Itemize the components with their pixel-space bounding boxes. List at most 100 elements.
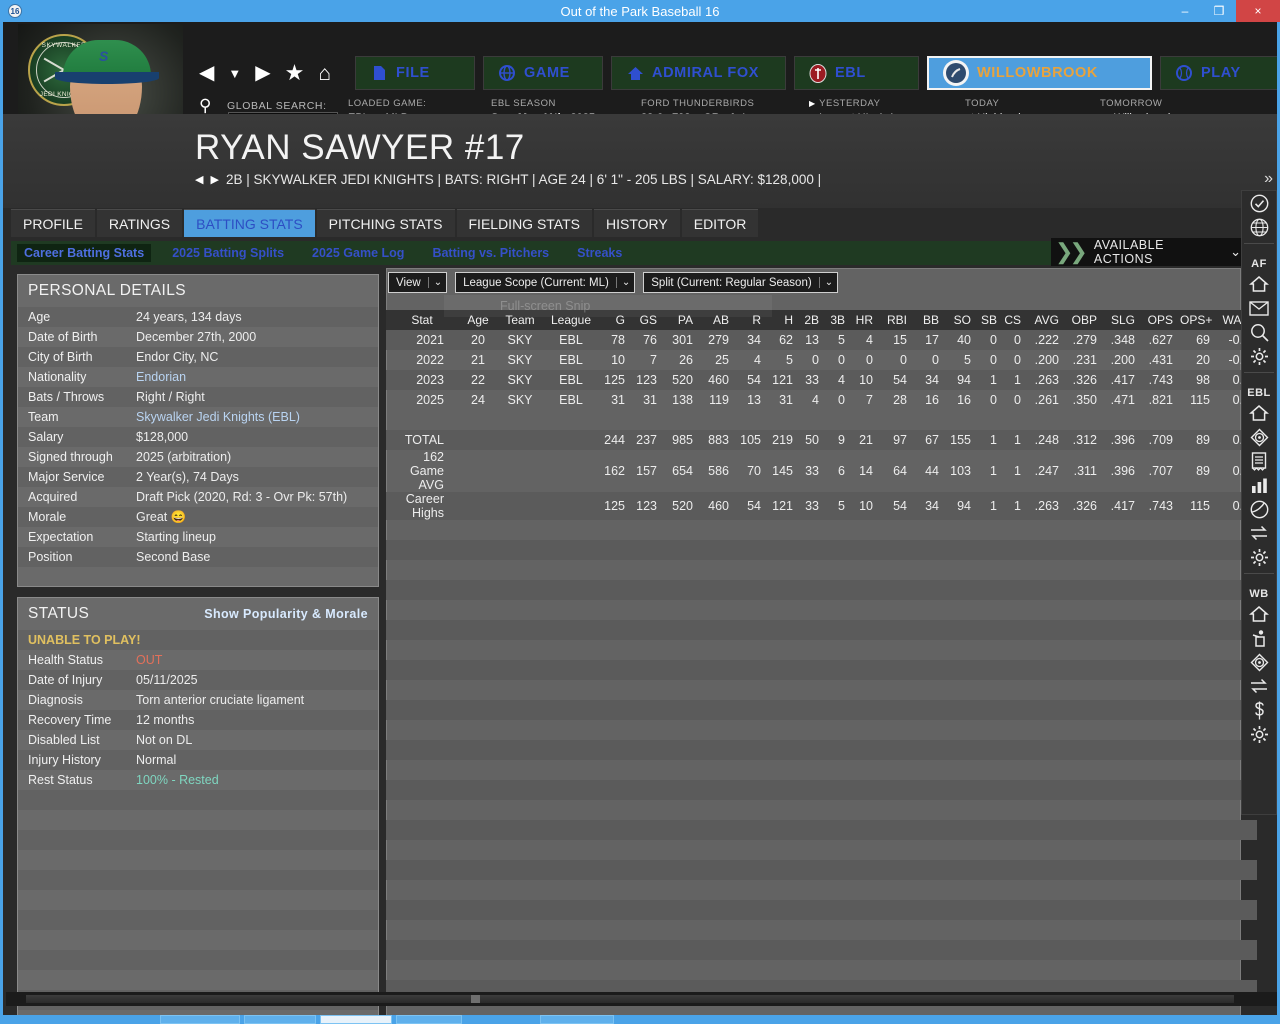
filler-row <box>18 870 378 890</box>
col-league[interactable]: League <box>542 310 600 330</box>
col-so[interactable]: SO <box>946 310 978 330</box>
transactions-icon[interactable] <box>1242 521 1276 545</box>
close-button[interactable]: × <box>1236 0 1280 22</box>
col-cs[interactable]: CS <box>1004 310 1028 330</box>
col-ops[interactable]: OPS <box>1142 310 1180 330</box>
detail-row-team[interactable]: Team Skywalker Jedi Knights (EBL) <box>18 407 378 427</box>
tab-fielding-stats[interactable]: FIELDING STATS <box>456 209 592 237</box>
menu-button-play[interactable]: PLAY <box>1160 56 1277 90</box>
maximize-button[interactable]: ❒ <box>1213 4 1225 18</box>
empty-cell <box>386 700 1257 720</box>
menu-button-willowbrook[interactable]: WILLOWBROOK <box>927 56 1152 90</box>
tab-editor[interactable]: EDITOR <box>681 209 759 237</box>
taskbar-button-active[interactable] <box>320 1015 392 1024</box>
col-team[interactable]: Team <box>498 310 542 330</box>
taskbar-button[interactable] <box>160 1015 240 1024</box>
tab-batting-stats[interactable]: BATTING STATS <box>184 209 315 237</box>
detail-value-link[interactable]: Skywalker Jedi Knights (EBL) <box>136 410 300 424</box>
next-player-arrow-icon[interactable]: ▶ <box>210 174 219 186</box>
detail-value-link[interactable]: Endorian <box>136 370 187 384</box>
col-slg[interactable]: SLG <box>1104 310 1142 330</box>
col-rbi[interactable]: RBI <box>880 310 914 330</box>
col-bb[interactable]: BB <box>914 310 946 330</box>
col-r[interactable]: R <box>736 310 768 330</box>
tab-profile[interactable]: PROFILE <box>11 209 95 237</box>
col-hr[interactable]: HR <box>852 310 880 330</box>
cell-value: 125 <box>600 370 632 390</box>
col-obp[interactable]: OBP <box>1066 310 1104 330</box>
taskbar-button[interactable] <box>396 1015 462 1024</box>
col-sb[interactable]: SB <box>978 310 1004 330</box>
gear-icon[interactable] <box>1242 344 1276 368</box>
collapse-rail-chevron-icon[interactable]: » <box>1264 170 1273 187</box>
menu-button-admiral-fox[interactable]: ADMIRAL FOX <box>611 56 786 90</box>
table-row[interactable]: 2022 21 SKY EBL 10 7 26 25 4 5 0 0 0 0 0 5 0 0 .200 .231 .20… <box>386 350 1257 370</box>
col-avg[interactable]: AVG <box>1028 310 1066 330</box>
forward-arrow-icon[interactable]: ▶ <box>255 62 271 84</box>
tab-ratings[interactable]: RATINGS <box>96 209 183 237</box>
gear-icon[interactable] <box>1242 722 1276 746</box>
dollar-icon[interactable] <box>1242 698 1276 722</box>
batter-icon[interactable] <box>1242 626 1276 650</box>
subtab-batting-vs-pitchers[interactable]: Batting vs. Pitchers <box>425 244 556 262</box>
col-ops-plus[interactable]: OPS+ <box>1180 310 1217 330</box>
detail-key: Nationality <box>28 370 87 384</box>
bar-chart-icon[interactable] <box>1242 473 1276 497</box>
menu-button-ebl[interactable]: EBL <box>794 56 919 90</box>
table-row-career-highs[interactable]: Career Highs 125 123 520 460 54 121 33 5 10 54 34 94… <box>386 492 1257 520</box>
subtab-streaks[interactable]: Streaks <box>570 244 629 262</box>
show-popularity-morale-link[interactable]: Show Popularity & Morale <box>204 607 368 621</box>
col-gs[interactable]: GS <box>632 310 664 330</box>
col-pa[interactable]: PA <box>664 310 700 330</box>
minimize-button[interactable]: – <box>1181 4 1189 18</box>
globe-icon[interactable] <box>1242 215 1276 239</box>
home-icon[interactable]: ⌂ <box>318 61 332 85</box>
table-row-total[interactable]: TOTAL 244 237 985 883 105 219 50 9 21 97 67 155 1 1.24… <box>386 430 1257 450</box>
table-row[interactable]: 2023 22 SKY EBL 125 123 520 460 54 121 33 4 10 54 34 94… <box>386 370 1257 390</box>
tab-editor-label: EDITOR <box>693 215 747 232</box>
subtab-batting-splits[interactable]: 2025 Batting Splits <box>165 244 291 262</box>
cell-value: .261 <box>1034 393 1059 407</box>
dropdown-arrow-icon[interactable]: ▼ <box>228 65 242 81</box>
check-circle-icon[interactable] <box>1242 191 1276 215</box>
transactions-icon[interactable] <box>1242 674 1276 698</box>
subtab-career-batting-stats[interactable]: Career Batting Stats <box>17 244 152 262</box>
menu-button-file[interactable]: FILE <box>355 56 475 90</box>
subtab-game-log[interactable]: 2025 Game Log <box>305 244 411 262</box>
league-scope-dropdown[interactable]: League Scope (Current: ML) ⌄ <box>455 272 636 293</box>
home-icon[interactable] <box>1242 602 1276 626</box>
table-row-162-game-avg[interactable]: 162 Game AVG 162 157 654 586 70 145 33 6 14 64 44 10… <box>386 450 1257 492</box>
cell-label: 2022 <box>416 353 444 367</box>
taskbar-button[interactable] <box>244 1015 316 1024</box>
star-icon[interactable]: ★ <box>284 60 305 85</box>
home-icon[interactable] <box>1242 401 1276 425</box>
target-icon[interactable] <box>1242 650 1276 674</box>
target-icon[interactable] <box>1242 425 1276 449</box>
table-row[interactable]: 2021 20 SKY EBL 78 76 301 279 34 62 13 5 4 15 17 40 0 0.2… <box>386 330 1257 350</box>
search-icon[interactable] <box>1242 320 1276 344</box>
col-h[interactable]: H <box>768 310 800 330</box>
cell-value: 1 <box>1014 464 1021 478</box>
col-2b[interactable]: 2B <box>800 310 826 330</box>
col-3b[interactable]: 3B <box>826 310 852 330</box>
gear-icon[interactable] <box>1242 545 1276 569</box>
tab-pitching-stats[interactable]: PITCHING STATS <box>316 209 455 237</box>
tab-history[interactable]: HISTORY <box>594 209 680 237</box>
table-row[interactable]: 2025 24 SKY EBL 31 31 138 119 13 31 4 0 7 28 16 16 0 0 .26… <box>386 390 1257 410</box>
col-g[interactable]: G <box>600 310 632 330</box>
col-age[interactable]: Age <box>458 310 498 330</box>
taskbar-button[interactable] <box>540 1015 614 1024</box>
list-icon[interactable] <box>1242 449 1276 473</box>
prev-player-arrow-icon[interactable]: ◀ <box>195 174 204 186</box>
home-icon[interactable] <box>1242 272 1276 296</box>
menu-button-game[interactable]: GAME <box>483 56 603 90</box>
available-actions-button[interactable]: ❯❯ AVAILABLE ACTIONS ⌄ <box>1051 238 1241 266</box>
col-ab[interactable]: AB <box>700 310 736 330</box>
detail-row-nationality[interactable]: Nationality Endorian <box>18 367 378 387</box>
view-dropdown[interactable]: View ⌄ <box>388 272 448 293</box>
mail-icon[interactable] <box>1242 296 1276 320</box>
back-arrow-icon[interactable]: ◀ <box>199 62 215 84</box>
col-stat[interactable]: Stat <box>386 310 458 330</box>
ball-icon[interactable] <box>1242 497 1276 521</box>
split-dropdown[interactable]: Split (Current: Regular Season) ⌄ <box>643 272 839 293</box>
